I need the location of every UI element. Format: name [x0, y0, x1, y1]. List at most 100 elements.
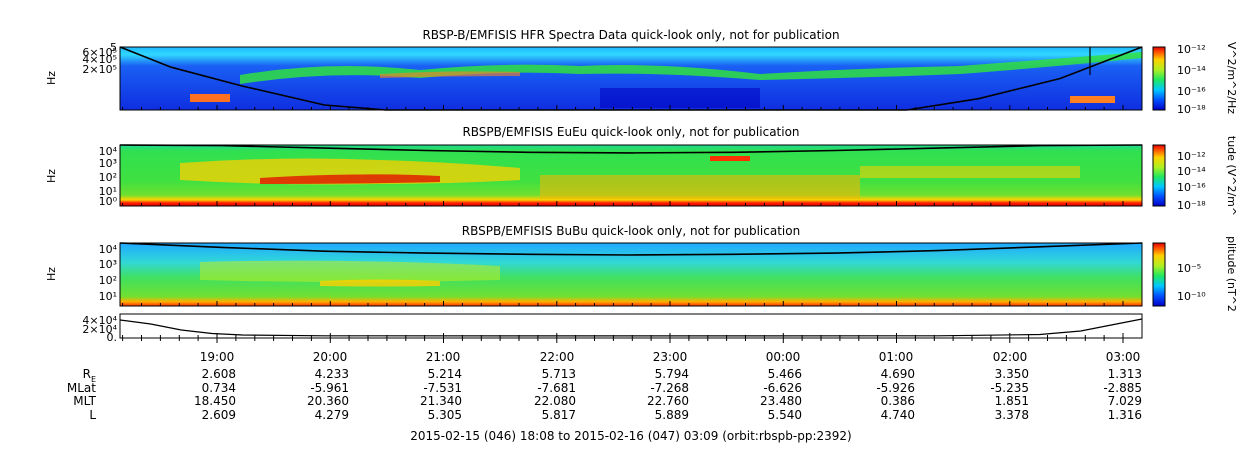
- x-tick-label-5: 00:00: [766, 350, 801, 364]
- panel3-ytick-2: 10²: [99, 274, 117, 287]
- panel3-cbar-tick-1: 10⁻¹⁰: [1177, 290, 1206, 303]
- ephem-r-6: 4.690: [881, 367, 915, 381]
- panel3-yellow-band: [320, 279, 440, 287]
- panel4-ytick-0: 4×10⁴: [82, 314, 117, 327]
- panel3-spectrogram: [119, 242, 1143, 307]
- ephem-l-4: 5.889: [655, 408, 689, 422]
- panel4-frame: [119, 313, 1143, 339]
- panel2-cutoff-curve: [119, 144, 1143, 154]
- panel1-hotspot-right: [1070, 96, 1115, 103]
- panel2-colorbar: [1152, 144, 1166, 207]
- panel3-cbar-tick-0: 10⁻⁵: [1177, 262, 1201, 275]
- ephem-r-7: 3.350: [995, 367, 1029, 381]
- panel1-ytick-2: 4×10⁵: [82, 53, 117, 66]
- ephem-mlt-0: 18.450: [194, 394, 236, 408]
- panel1-ytick-0: 5: [110, 41, 117, 54]
- panel1-emission-band: [380, 71, 520, 78]
- ephem-r-0: 2.608: [202, 367, 236, 381]
- panel2-cbar-tick-0: 10⁻¹²: [1177, 150, 1206, 163]
- x-tick-label-1: 20:00: [313, 350, 348, 364]
- ephem-mlt-3: 22.080: [534, 394, 576, 408]
- ephemeris-table: 2.608 4.233 5.214 5.713 5.794 5.466 4.69…: [194, 367, 1142, 422]
- panel2-ytick-2: 10²: [99, 171, 117, 184]
- ephem-mlat-8: -2.885: [1103, 381, 1142, 395]
- panel3-cutoff-curve: [119, 242, 1143, 256]
- panel3-ytick-1: 10³: [99, 258, 117, 271]
- panel1-ytick-3: 2×10⁵: [82, 63, 117, 76]
- x-tick-label-7: 02:00: [993, 350, 1028, 364]
- panel3-title: RBSPB/EMFISIS BuBu quick-look only, not …: [462, 224, 800, 238]
- x-tick-label-0: 19:00: [200, 350, 235, 364]
- x-tick-label-3: 22:00: [540, 350, 575, 364]
- panel2-frame: [119, 144, 1143, 207]
- panel1-dark-gap: [600, 88, 760, 108]
- panel2-red-band: [260, 174, 440, 184]
- panel2-hotspot: [710, 156, 750, 161]
- ephem-mlat-6: -5.926: [876, 381, 915, 395]
- panel1-cbar-label: V^2/m^2/Hz: [1225, 42, 1238, 114]
- ephem-l-1: 4.279: [315, 408, 349, 422]
- ephem-r-1: 4.233: [315, 367, 349, 381]
- panel1-cbar-tick-1: 10⁻¹⁴: [1177, 64, 1206, 77]
- panel1-ylabel: Hz: [45, 71, 58, 85]
- ephem-label-r: RE: [83, 367, 96, 384]
- ephem-label-mlt: MLT: [73, 394, 96, 408]
- ephem-mlat-1: -5.961: [310, 381, 349, 395]
- ephem-l-5: 5.540: [768, 408, 802, 422]
- ephem-mlt-2: 21.340: [420, 394, 462, 408]
- ephem-r-5: 5.466: [768, 367, 802, 381]
- panel4-ytick-1: 2×10⁴: [82, 323, 117, 336]
- ephem-l-6: 4.740: [881, 408, 915, 422]
- ephem-mlt-4: 22.760: [647, 394, 689, 408]
- panel1-title: RBSP-B/EMFISIS HFR Spectra Data quick-lo…: [422, 28, 839, 42]
- x-tick-marks: [122, 105, 1124, 343]
- panel3-ylabel: Hz: [45, 267, 58, 281]
- ephem-mlat-0: 0.734: [202, 381, 236, 395]
- panel3-colorbar: [1152, 242, 1166, 307]
- x-tick-label-8: 03:00: [1106, 350, 1141, 364]
- ephem-label-l: L: [89, 408, 96, 422]
- panel4-series-line: [119, 318, 1143, 337]
- panel1-colorbar: [1152, 46, 1166, 111]
- panel3-ytick-3: 10¹: [99, 290, 117, 303]
- ephem-l-3: 5.817: [542, 408, 576, 422]
- panel4-line-plot: [119, 313, 1143, 339]
- ephem-mlt-5: 23.480: [760, 394, 802, 408]
- panel3-cbar-label: plitude (nT^2: [1225, 236, 1238, 312]
- ephem-mlt-8: 7.029: [1108, 394, 1142, 408]
- ephem-r-2: 5.214: [428, 367, 462, 381]
- panel2-ytick-1: 10³: [99, 157, 117, 170]
- ephem-mlat-4: -7.268: [650, 381, 689, 395]
- panel2-cbar-label: tude (V^2/m^: [1225, 136, 1238, 216]
- ephem-l-0: 2.609: [202, 408, 236, 422]
- panel4-ytick-2: 0.: [107, 331, 118, 344]
- panel2-ytick-3: 10¹: [99, 185, 117, 198]
- panel2-ytick-4: 10⁰: [99, 195, 118, 208]
- panel3-frame: [119, 242, 1143, 307]
- ephem-mlat-5: -6.626: [763, 381, 802, 395]
- x-tick-label-6: 01:00: [879, 350, 914, 364]
- panel2-cbar-tick-1: 10⁻¹⁴: [1177, 165, 1206, 178]
- panel1-upper-hybrid-band: [240, 52, 1142, 84]
- ephem-mlt-6: 0.386: [881, 394, 915, 408]
- panel1-cbar-tick-2: 10⁻¹⁶: [1177, 85, 1206, 98]
- ephem-mlat-3: -7.681: [537, 381, 576, 395]
- x-tick-label-4: 23:00: [653, 350, 688, 364]
- panel1-cbar-tick-3: 10⁻¹⁸: [1177, 103, 1206, 116]
- panel2-ytick-0: 10⁴: [99, 145, 118, 158]
- panel2-late-band: [860, 166, 1080, 178]
- x-tick-label-2: 21:00: [426, 350, 461, 364]
- panel2-title: RBSPB/EMFISIS EuEu quick-look only, not …: [462, 125, 799, 139]
- ephem-r-3: 5.713: [542, 367, 576, 381]
- ephem-mlt-1: 20.360: [307, 394, 349, 408]
- panel2-spectrogram: [119, 144, 1143, 207]
- panel1-ytick-1: 6×10⁵: [82, 46, 117, 59]
- ephem-mlat-2: -7.531: [423, 381, 462, 395]
- panel1-spectrogram: [119, 46, 1143, 111]
- ephem-l-7: 3.378: [995, 408, 1029, 422]
- time-range-footer: 2015-02-15 (046) 18:08 to 2015-02-16 (04…: [410, 429, 851, 443]
- panel1-cbar-tick-0: 10⁻¹²: [1177, 43, 1206, 56]
- panel1-hotspot-left: [190, 94, 230, 102]
- ephem-r-4: 5.794: [655, 367, 689, 381]
